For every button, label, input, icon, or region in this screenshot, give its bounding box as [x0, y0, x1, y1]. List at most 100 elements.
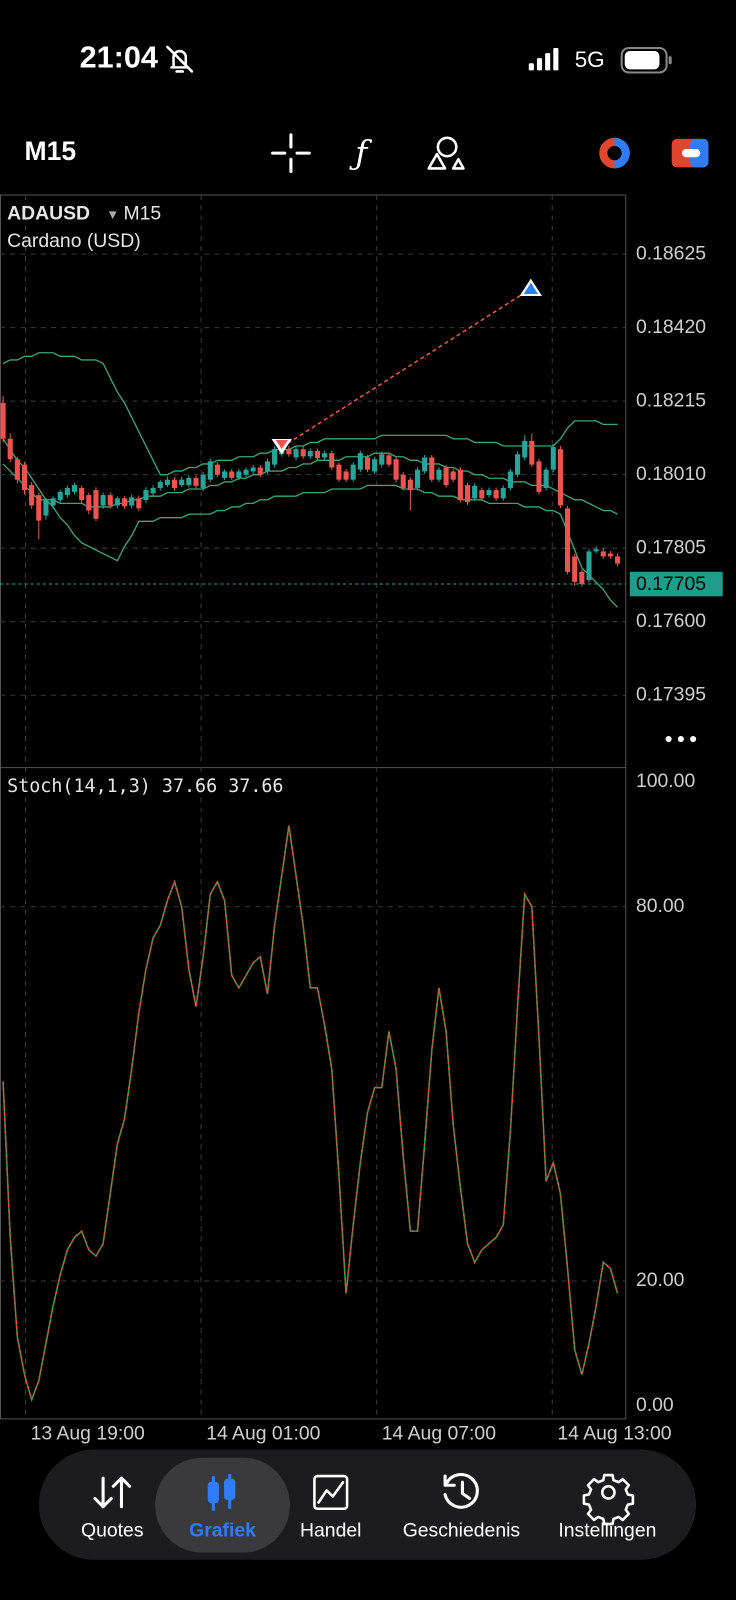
history-icon: [443, 1473, 479, 1509]
candle-body: [607, 553, 613, 557]
candle-body: [293, 449, 299, 458]
y-tick-label: 100.00: [636, 770, 695, 792]
candle-body: [93, 490, 99, 519]
trade-icon: [313, 1474, 349, 1511]
candle-body: [493, 490, 499, 499]
candle-body: [443, 467, 449, 486]
candle-body: [286, 449, 292, 455]
candle-body: [586, 551, 592, 581]
y-tick-label: 0.18215: [636, 389, 706, 411]
candle-body: [43, 500, 49, 516]
candle-body: [143, 490, 149, 501]
candle-body: [57, 491, 63, 501]
tab-label[interactable]: Geschiedenis: [403, 1519, 520, 1541]
candle-body: [615, 556, 621, 564]
candle-body: [86, 495, 92, 511]
candle-body: [150, 487, 156, 494]
candle-body: [550, 447, 556, 470]
tab-label[interactable]: Quotes: [81, 1519, 143, 1541]
bollinger-upper: [2, 352, 618, 476]
toolbar-timeframe[interactable]: M15: [25, 136, 77, 166]
stoch-main: [2, 825, 619, 1402]
sell-marker: [271, 438, 292, 455]
candle-body: [207, 461, 213, 480]
candle-body: [486, 490, 492, 496]
candle-body: [14, 459, 20, 480]
crosshair-button[interactable]: [271, 133, 311, 174]
x-tick-label: 14 Aug 01:00: [206, 1422, 320, 1444]
chart-timeframe: M15: [124, 202, 162, 224]
candle-body: [329, 453, 335, 468]
candle-body: [193, 477, 199, 486]
candle-body: [522, 440, 528, 458]
buy-marker: [519, 278, 543, 297]
bid-box: [629, 571, 723, 597]
candle-body: [364, 457, 371, 470]
chart-icon: [207, 1474, 236, 1511]
network-type: 5G: [575, 47, 605, 72]
candle-body: [579, 571, 585, 585]
tab-label[interactable]: Handel: [300, 1519, 361, 1541]
settings-icon: [582, 1473, 635, 1526]
stoch-signal: [2, 825, 619, 1402]
trade-button[interactable]: [599, 137, 630, 169]
quotes-icon: [93, 1476, 132, 1509]
candle-body: [272, 449, 278, 465]
candle-body: [50, 498, 56, 506]
candle-body: [572, 556, 578, 582]
candle-body: [379, 454, 385, 465]
one-click-button[interactable]: [671, 138, 709, 168]
candle-body: [600, 551, 606, 557]
indicator-label: Stoch(14,1,3) 37.66 37.66: [7, 776, 283, 797]
candle-body: [479, 490, 485, 499]
candle-body: [500, 487, 506, 499]
more-button[interactable]: [665, 735, 697, 743]
candle-body: [164, 479, 170, 486]
candle-body: [157, 481, 163, 488]
candle-body: [450, 471, 456, 480]
active-tab-highlight: [155, 1457, 290, 1553]
candle-body: [350, 464, 356, 480]
y-tick-label: 0.17805: [636, 536, 706, 558]
candle-body: [557, 449, 563, 506]
symbol-dropdown[interactable]: ▼: [106, 207, 119, 222]
y-tick-label: 0.18420: [636, 316, 706, 338]
candle-body: [172, 479, 178, 488]
candle-body: [372, 459, 378, 472]
candle-body: [36, 495, 42, 521]
status-time: 21:04: [80, 40, 158, 74]
candle-body: [21, 464, 28, 491]
tab-label[interactable]: Grafiek: [189, 1519, 256, 1541]
candle-body: [121, 498, 128, 507]
bid-label: 0.17705: [636, 573, 706, 595]
tab-label[interactable]: Instellingen: [558, 1519, 656, 1541]
candle-body: [543, 469, 549, 488]
tab-bar: [38, 1449, 697, 1560]
candle-body: [71, 485, 78, 492]
candle-body: [436, 469, 442, 480]
candle-body: [29, 485, 35, 506]
symbol-description: Cardano (USD): [7, 230, 141, 252]
objects-button[interactable]: [427, 136, 465, 170]
symbol: ADAUSD: [7, 202, 90, 224]
candle-body: [179, 479, 185, 486]
candle-body: [507, 471, 513, 488]
candle-body: [429, 457, 435, 480]
indicators-button[interactable]: ƒ: [349, 134, 372, 172]
candle-body: [343, 471, 349, 480]
candle-body: [257, 467, 263, 475]
candle-body: [472, 485, 478, 499]
candle-body: [357, 453, 363, 470]
candle-body: [393, 459, 399, 480]
y-tick-label: 80.00: [636, 895, 685, 917]
x-tick-label: 14 Aug 13:00: [557, 1422, 671, 1444]
candle-body: [529, 440, 535, 465]
candle-body: [64, 487, 70, 496]
candle-body: [565, 508, 571, 572]
mute-icon: [166, 45, 194, 73]
y-tick-label: 0.18625: [636, 242, 706, 264]
candle-body: [407, 479, 413, 491]
candle-body: [322, 453, 328, 458]
